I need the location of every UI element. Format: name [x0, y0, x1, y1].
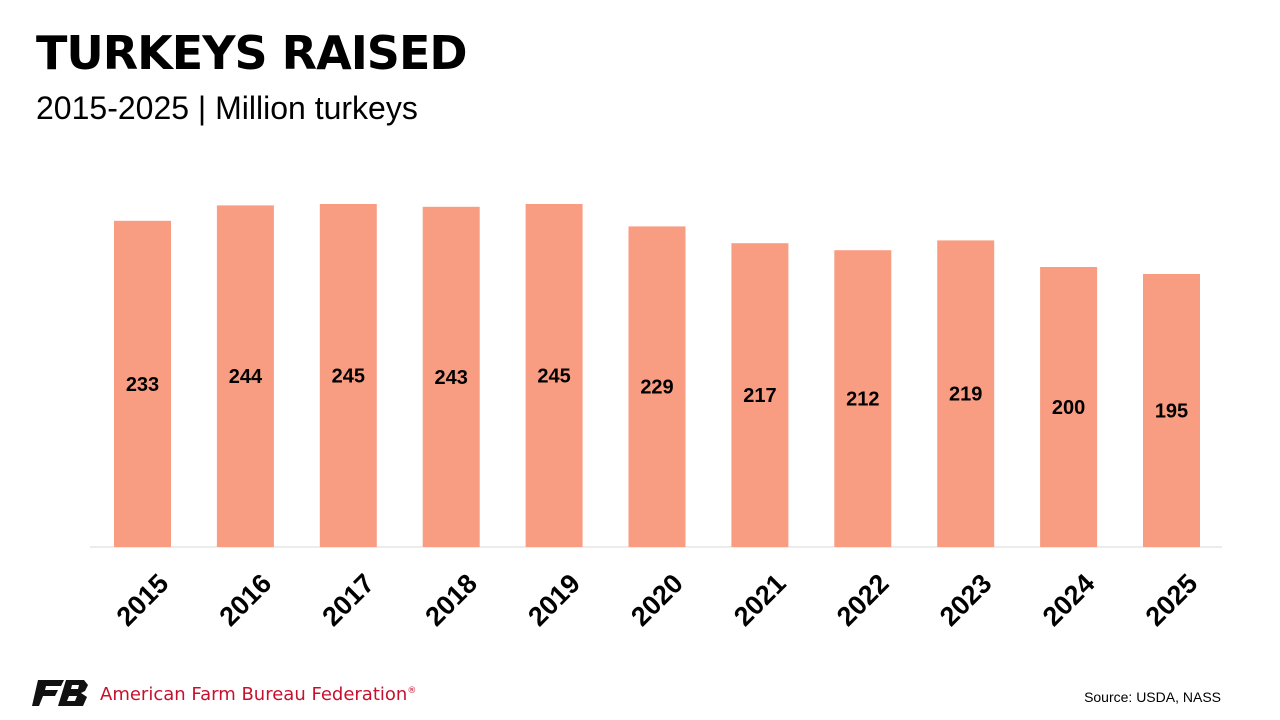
bar-2019	[525, 204, 583, 547]
data-label-2015: 233	[126, 374, 159, 396]
x-tick-label-2025: 2025	[1140, 568, 1204, 632]
x-tick-label-2018: 2018	[419, 568, 483, 632]
data-label-2025: 195	[1155, 401, 1188, 423]
fb-logo-icon	[32, 680, 88, 706]
x-tick-label-2021: 2021	[728, 568, 792, 632]
x-tick-label-2019: 2019	[522, 568, 586, 632]
chart-subtitle: 2015-2025 | Million turkeys	[36, 90, 418, 126]
bar-2023	[937, 240, 995, 547]
bar-2018	[422, 206, 480, 548]
x-tick-label-2022: 2022	[831, 568, 895, 632]
chart-title: TURKEYS RAISED	[36, 26, 468, 80]
x-tick-label-2016: 2016	[214, 568, 278, 632]
x-tick-label-2023: 2023	[934, 568, 998, 632]
bar-2017	[319, 204, 377, 547]
bar-2022	[834, 250, 892, 547]
organization-name-text: American Farm Bureau Federation	[100, 684, 408, 705]
source-note: Source: USDA, NASS	[1084, 689, 1221, 705]
data-label-2023: 219	[949, 384, 982, 406]
data-label-2018: 243	[435, 367, 468, 389]
registered-mark: ®	[407, 686, 417, 696]
x-tick-label-2017: 2017	[316, 568, 380, 632]
bar-2021	[731, 243, 789, 547]
data-label-2020: 229	[640, 377, 673, 399]
data-label-2024: 200	[1052, 397, 1085, 419]
x-tick-label-2020: 2020	[625, 568, 689, 632]
bar-2016	[216, 205, 274, 547]
bar-2025	[1143, 274, 1200, 547]
bar-chart: 233 2015 244 2016 245 2017 243 2018 245 2019 229 20…	[90, 204, 1222, 632]
bar-2020	[628, 226, 686, 547]
x-tick-label-2015: 2015	[111, 568, 175, 632]
x-tick-label-2024: 2024	[1037, 568, 1101, 632]
organization-name: American Farm Bureau Federation®	[100, 686, 416, 704]
bar-2015	[114, 220, 171, 548]
data-label-2019: 245	[537, 366, 570, 388]
data-label-2022: 212	[846, 389, 879, 411]
data-label-2021: 217	[743, 385, 776, 407]
bar-2024	[1040, 267, 1098, 547]
data-label-2017: 245	[332, 366, 365, 388]
data-label-2016: 244	[229, 366, 263, 388]
